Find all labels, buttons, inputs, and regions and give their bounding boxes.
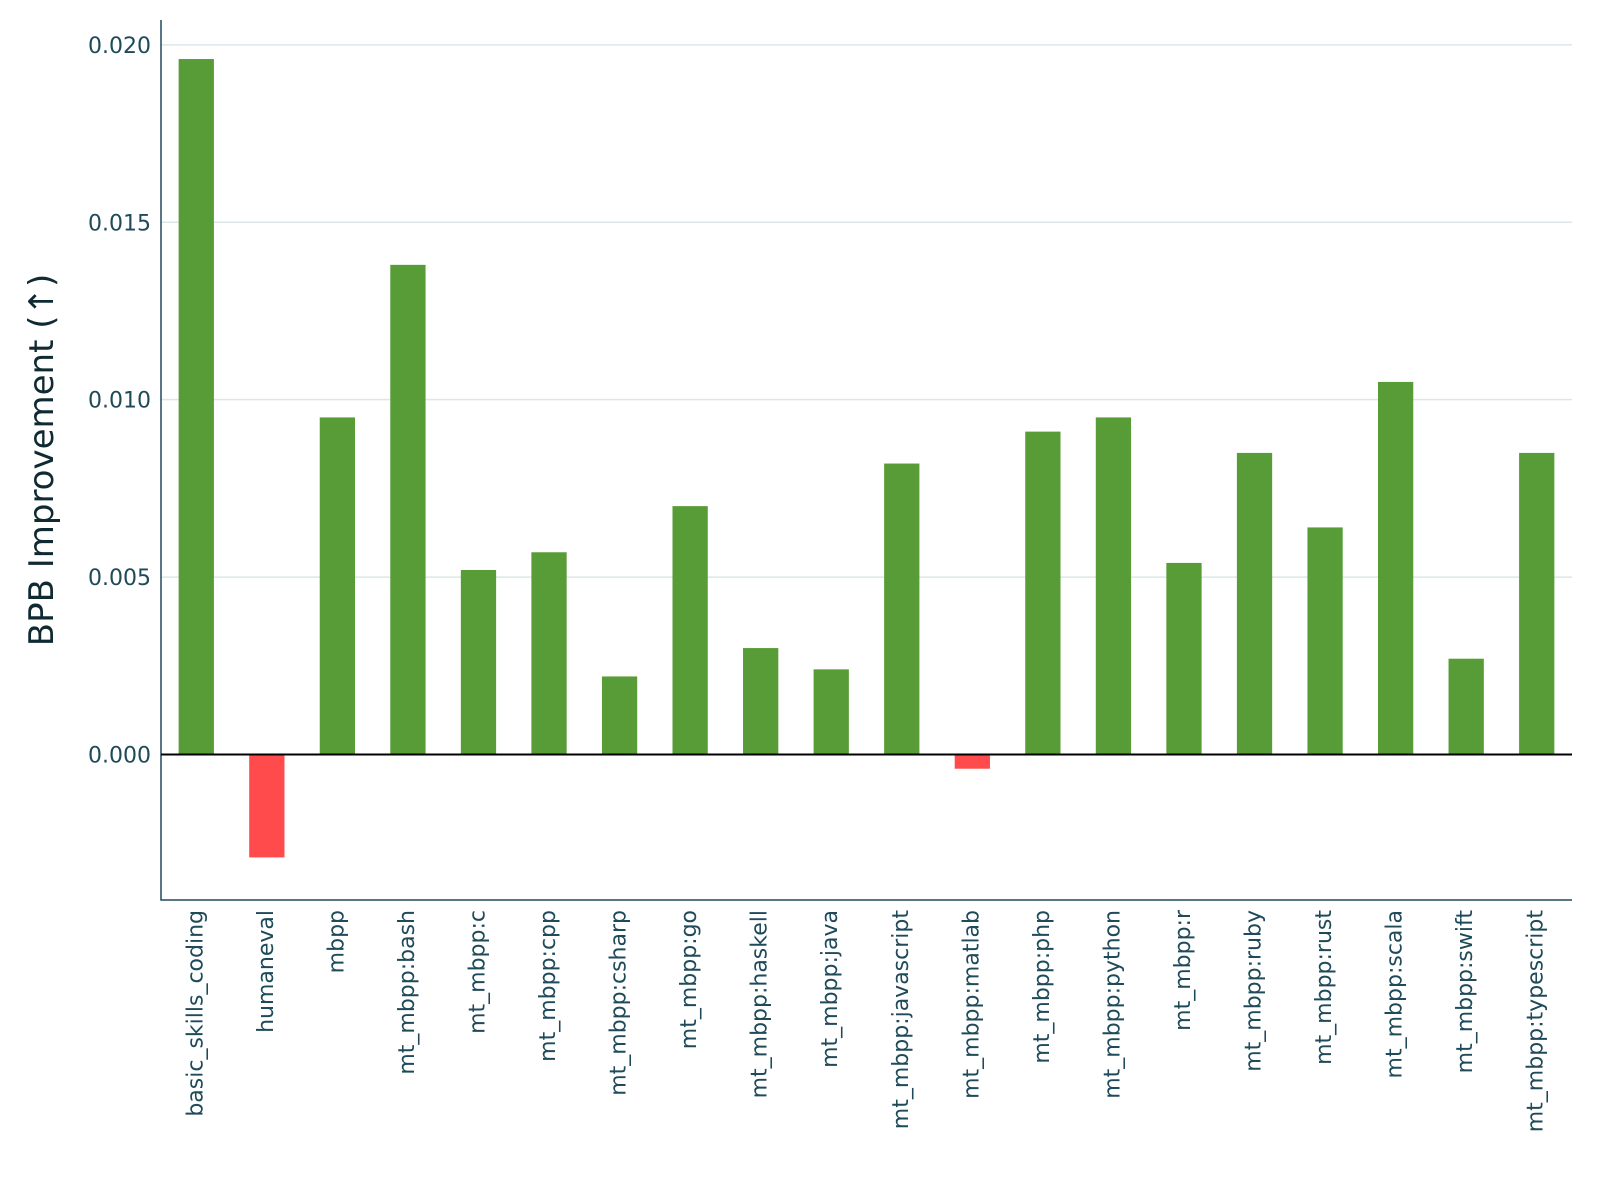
bar-mt-mbpp-python	[1095, 417, 1132, 755]
y-tick-label: 0.020	[88, 34, 151, 59]
x-tick-label: mt_mbpp:php	[1030, 910, 1055, 1064]
bar-mt-mbpp-go	[672, 506, 708, 755]
bar-mt-mbpp-bash	[390, 264, 426, 755]
bar-mt-mbpp-rust	[1307, 527, 1343, 755]
x-tick-label: humaneval	[254, 910, 279, 1033]
bar-mt-mbpp-java	[813, 669, 849, 755]
x-tick-label: mt_mbpp:haskell	[748, 910, 773, 1098]
x-tick-label: mt_mbpp:ruby	[1242, 910, 1267, 1072]
x-tick-label: mt_mbpp:bash	[395, 910, 420, 1075]
y-tick-labels: 0.000 0.005 0.010 0.015 0.020	[88, 34, 151, 769]
bar-mbpp	[319, 417, 356, 755]
x-tick-label: mt_mbpp:typescript	[1524, 910, 1549, 1133]
bar-mt-mbpp-typescript	[1519, 452, 1555, 755]
x-tick-label: mt_mbpp:r	[1171, 909, 1196, 1031]
x-tick-label: mt_mbpp:swift	[1453, 910, 1478, 1074]
axis-frame	[160, 20, 1572, 901]
bar-mt-mbpp-csharp	[601, 676, 638, 755]
x-tick-label: mt_mbpp:rust	[1312, 910, 1337, 1065]
x-tick-label: basic_skills_coding	[183, 910, 208, 1117]
bar-mt-mbpp-c	[460, 570, 497, 755]
bar-mt-mbpp-matlab	[954, 754, 990, 769]
bar-mt-mbpp-ruby	[1236, 452, 1273, 755]
bar-mt-mbpp-scala	[1377, 381, 1414, 755]
gridlines	[161, 44, 1572, 578]
bar-basic-skills-coding	[178, 59, 214, 755]
bar-mt-mbpp-haskell	[743, 648, 779, 755]
x-tick-label: mt_mbpp:matlab	[959, 910, 984, 1099]
x-tick-label: mt_mbpp:python	[1100, 910, 1125, 1099]
axes	[160, 20, 1572, 901]
bar-mt-mbpp-javascript	[884, 463, 920, 755]
x-tick-label: mt_mbpp:go	[677, 910, 702, 1049]
x-tick-label: mt_mbpp:java	[818, 910, 843, 1068]
y-tick-label: 0.015	[88, 211, 151, 236]
y-tick-label: 0.010	[88, 389, 151, 414]
bar-mt-mbpp-swift	[1448, 658, 1484, 755]
bars	[178, 59, 1555, 858]
bar-mt-mbpp-cpp	[531, 552, 567, 755]
x-tick-label: mt_mbpp:scala	[1383, 910, 1408, 1078]
bar-mt-mbpp-php	[1025, 431, 1061, 755]
x-tick-label: mt_mbpp:cpp	[536, 910, 561, 1062]
x-tick-label: mt_mbpp:csharp	[607, 910, 632, 1096]
bar-humaneval	[249, 754, 285, 858]
y-axis-label: BPB Improvement (↑)	[22, 274, 62, 647]
y-tick-label: 0.005	[88, 566, 151, 591]
x-tick-labels: basic_skills_coding humaneval mbpp mt_mbpp:…	[183, 909, 1548, 1132]
y-tick-label: 0.000	[88, 744, 151, 769]
x-tick-label: mt_mbpp:c	[465, 910, 490, 1034]
x-tick-label: mbpp	[324, 910, 349, 973]
bar-mt-mbpp-r	[1166, 562, 1202, 755]
x-tick-label: mt_mbpp:javascript	[889, 910, 914, 1130]
